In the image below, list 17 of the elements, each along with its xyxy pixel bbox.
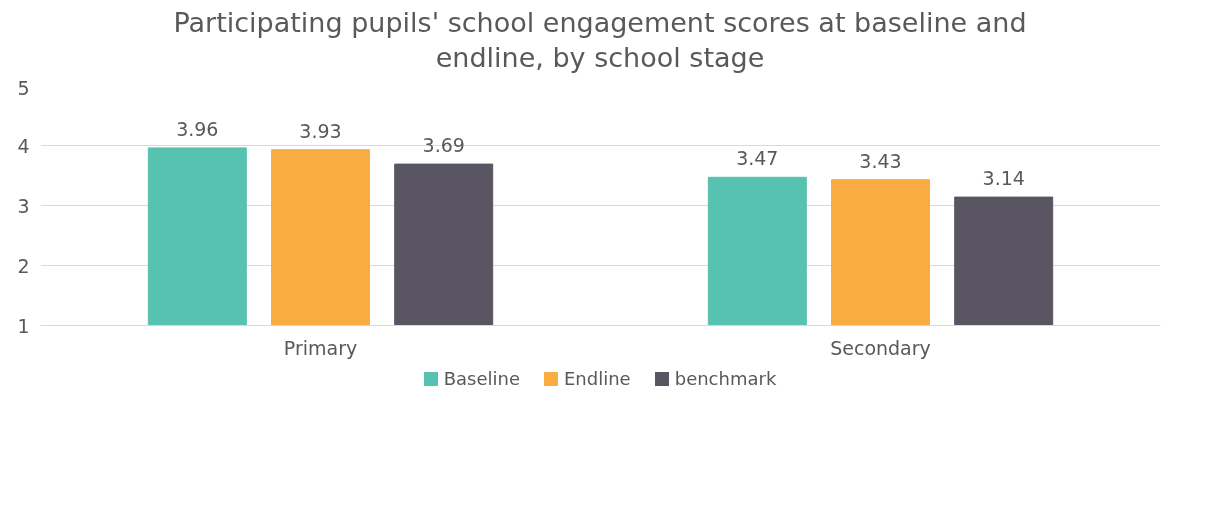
x-tick-label: Secondary: [830, 336, 931, 359]
data-label: 3.43: [859, 149, 902, 172]
legend-label: benchmark: [673, 367, 777, 392]
y-tick-label: 1: [17, 314, 30, 337]
y-tick-label: 4: [17, 134, 30, 157]
data-label: 3.14: [982, 167, 1025, 190]
x-tick-label: Primary: [283, 336, 358, 359]
y-tick-label: 2: [17, 254, 30, 277]
data-label: 3.69: [422, 134, 465, 157]
data-label: 3.47: [736, 147, 779, 170]
data-label: 3.93: [299, 119, 342, 142]
y-tick-label: 5: [17, 76, 30, 99]
legend-label: Baseline: [442, 367, 520, 392]
chart-title: Participating pupils' school engagement scores at baseline and endline, by school stage: [172, 6, 1028, 76]
legend-label: Endline: [563, 367, 631, 392]
data-label: 3.96: [176, 118, 219, 141]
y-tick-label: 3: [17, 194, 30, 217]
